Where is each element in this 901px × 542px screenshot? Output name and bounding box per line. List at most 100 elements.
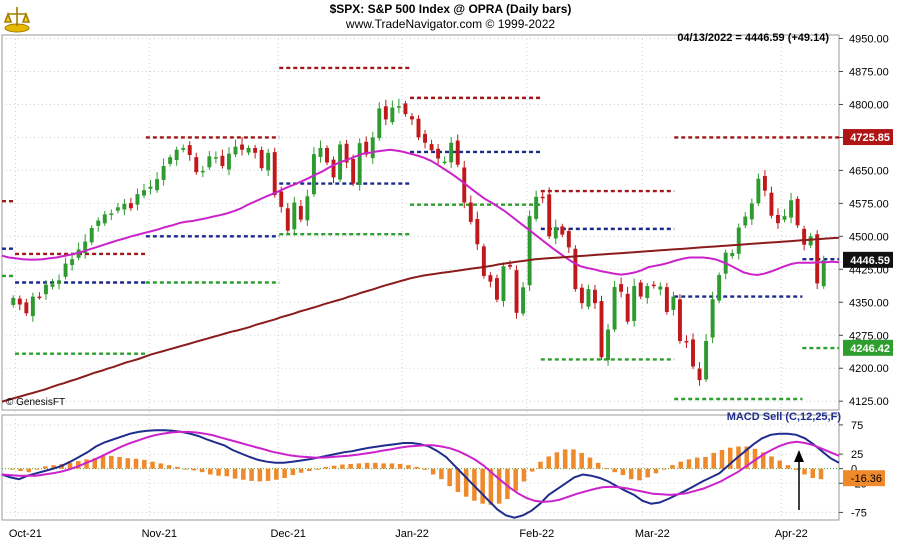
price-tag-label: 4446.59: [850, 255, 890, 267]
chart-title: $SPX: S&P 500 Index @ OPRA (Daily bars): [329, 2, 572, 16]
candle-body: [383, 106, 388, 120]
macd-histogram-bar: [793, 468, 799, 470]
candle-body: [795, 198, 800, 226]
price-tick-label: 4875.00: [849, 66, 889, 78]
price-tick-label: 4350.00: [849, 297, 889, 309]
candle-body: [187, 145, 192, 156]
candle-body: [240, 144, 244, 150]
candle-body: [220, 155, 225, 167]
candle-body: [292, 202, 297, 230]
macd-histogram-bar: [604, 468, 609, 470]
candle-body: [311, 154, 316, 195]
x-tick-label: Nov-21: [142, 528, 177, 540]
candle-body: [174, 149, 179, 161]
macd-histogram-bar: [653, 468, 659, 474]
candle-body: [494, 278, 499, 300]
candle-body: [96, 220, 101, 226]
macd-histogram-bar: [554, 452, 560, 469]
macd-histogram-bar: [348, 464, 353, 469]
macd-histogram-bar: [694, 457, 700, 469]
macd-histogram-bar: [340, 464, 345, 469]
candle-body: [736, 227, 741, 254]
candle-body: [534, 196, 539, 219]
macd-histogram-bar: [628, 468, 634, 480]
macd-histogram-bar: [595, 462, 601, 469]
macd-histogram-bar: [439, 468, 444, 480]
macd-histogram-bar: [719, 450, 725, 469]
candle-body: [429, 144, 434, 151]
macd-histogram-bar: [645, 468, 650, 478]
candle-body: [128, 203, 133, 209]
macd-histogram-bar: [315, 468, 320, 470]
macd-histogram-bar: [521, 468, 527, 482]
macd-histogram-bar: [496, 468, 502, 504]
candle-body: [802, 228, 807, 245]
macd-histogram-bar: [43, 466, 48, 469]
candle-body: [194, 157, 199, 173]
candle-body: [684, 340, 689, 343]
macd-histogram-bar: [727, 447, 733, 469]
macd-histogram-bar: [175, 466, 180, 469]
macd-histogram-bar: [26, 468, 32, 473]
macd-histogram-bar: [579, 452, 584, 469]
x-tick-label: Jan-22: [395, 528, 429, 540]
candle-body: [102, 214, 107, 224]
candle-body: [181, 147, 186, 150]
candle-body: [57, 280, 61, 284]
candle-body: [762, 175, 767, 191]
candle-body: [475, 219, 480, 245]
candle-body: [677, 299, 682, 341]
candle-body: [815, 234, 820, 284]
candle-body: [161, 166, 166, 180]
macd-histogram-bar: [10, 468, 15, 470]
macd-histogram-bar: [463, 468, 469, 497]
candle-body: [410, 116, 414, 120]
macd-histogram-bar: [406, 465, 411, 469]
macd-tick-label: 75: [851, 420, 863, 432]
candle-body: [488, 275, 493, 282]
macd-histogram-bar: [422, 468, 428, 470]
macd-line: [1, 429, 840, 519]
candle-body: [331, 159, 336, 178]
macd-histogram-bar: [777, 460, 783, 469]
candle-body: [664, 287, 669, 312]
macd-histogram-bar: [571, 449, 576, 469]
candle-body: [70, 259, 75, 266]
candle-body: [782, 216, 787, 220]
price-tick-label: 4200.00: [849, 363, 889, 375]
candle-body: [717, 275, 722, 301]
macd-histogram-bar: [414, 466, 419, 469]
macd-histogram-bar: [142, 459, 147, 469]
price-tick-label: 4575.00: [849, 198, 889, 210]
candle-body: [390, 107, 395, 123]
candle-body: [279, 191, 284, 207]
candle-body: [599, 301, 604, 358]
macd-histogram-bar: [290, 468, 296, 476]
macd-histogram-bar: [381, 463, 386, 469]
candle-body: [357, 143, 362, 185]
price-tick-label: 4275.00: [849, 330, 889, 342]
candle-body: [344, 143, 349, 163]
macd-histogram-bar: [587, 457, 593, 469]
macd-histogram-bar: [191, 468, 197, 471]
macd-histogram-bar: [488, 468, 494, 505]
macd-histogram-bar: [265, 468, 271, 481]
macd-histogram-bar: [744, 446, 750, 469]
macd-histogram-bar: [769, 456, 774, 469]
candle-body: [514, 270, 519, 313]
candle-body: [24, 302, 29, 314]
macd-tick-label: -75: [851, 507, 867, 519]
candle-body: [115, 207, 120, 211]
macd-histogram-bar: [802, 468, 807, 475]
candle-body: [449, 142, 454, 163]
candle-body: [285, 208, 290, 231]
candle-body: [455, 140, 460, 165]
macd-histogram-bar: [133, 458, 139, 469]
macd-histogram-bar: [18, 468, 23, 471]
macd-histogram-bar: [364, 462, 370, 469]
macd-histogram-bar: [703, 457, 708, 469]
macd-histogram-bar: [274, 468, 279, 480]
macd-histogram-bar: [678, 461, 683, 469]
candle-body: [246, 147, 251, 153]
candle-body: [560, 226, 565, 235]
